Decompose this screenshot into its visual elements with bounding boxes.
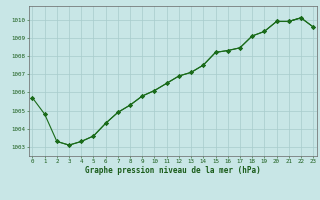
X-axis label: Graphe pression niveau de la mer (hPa): Graphe pression niveau de la mer (hPa) [85,166,261,175]
